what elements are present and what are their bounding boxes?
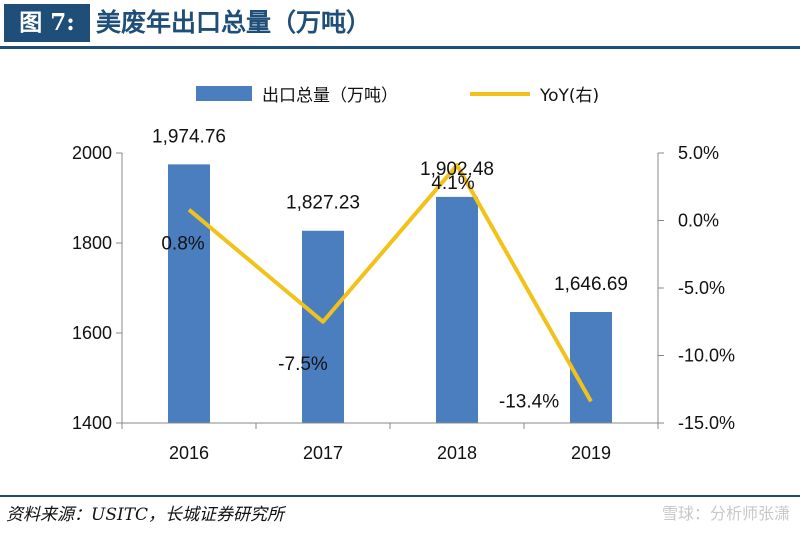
source-note: 资料来源：USITC，长城证券研究所 bbox=[6, 505, 285, 525]
line-data-label: 4.1% bbox=[431, 173, 474, 194]
y-right-tick-label: -5.0% bbox=[678, 278, 725, 298]
line-data-label: -7.5% bbox=[278, 354, 328, 375]
bar-data-label: 1,827.23 bbox=[286, 193, 360, 214]
watermark: 雪球：分析师张潇 bbox=[661, 504, 790, 523]
legend-label-line: YoY(右) bbox=[539, 86, 599, 106]
y-left-tick-label: 2000 bbox=[72, 143, 112, 163]
y-right-tick-label: 0.0% bbox=[678, 211, 719, 231]
bar-2018 bbox=[436, 196, 478, 423]
bar-data-label: 1,974.76 bbox=[152, 126, 226, 147]
line-data-label: 0.8% bbox=[161, 234, 204, 255]
yoy-line bbox=[187, 163, 593, 403]
footer-rule bbox=[0, 495, 800, 497]
line-data-label: -13.4% bbox=[499, 391, 559, 412]
figure-header: 图 7: 美废年出口总量（万吨） bbox=[0, 0, 800, 46]
legend-label-bar: 出口总量（万吨） bbox=[262, 86, 398, 106]
y-right-tick-label: -10.0% bbox=[678, 346, 735, 366]
bar-data-label: 1,646.69 bbox=[554, 274, 628, 295]
bar-2016 bbox=[168, 164, 210, 423]
y-left-tick-label: 1600 bbox=[72, 323, 112, 343]
x-tick-label: 2018 bbox=[437, 443, 477, 463]
figure-label: 图 7: bbox=[4, 4, 90, 42]
bar-2019 bbox=[570, 311, 612, 423]
y-left-tick-label: 1800 bbox=[72, 233, 112, 253]
x-tick-label: 2017 bbox=[303, 443, 343, 463]
chart-area: 1400 1600 1800 2000 -15.0% -10.0% -5.0% 0.0% 5.0… bbox=[72, 86, 735, 463]
y-right-tick-label: -15.0% bbox=[678, 413, 735, 433]
figure-title: 美废年出口总量（万吨） bbox=[96, 8, 372, 37]
bar-data-label: 1,902.48 bbox=[420, 159, 494, 180]
bar-2017 bbox=[302, 230, 344, 423]
x-tick-label: 2016 bbox=[169, 443, 209, 463]
y-left-tick-label: 1400 bbox=[72, 413, 112, 433]
header-rule bbox=[0, 46, 800, 49]
y-right-tick-label: 5.0% bbox=[678, 143, 719, 163]
legend-swatch-bar bbox=[196, 86, 252, 101]
x-tick-label: 2019 bbox=[571, 443, 611, 463]
